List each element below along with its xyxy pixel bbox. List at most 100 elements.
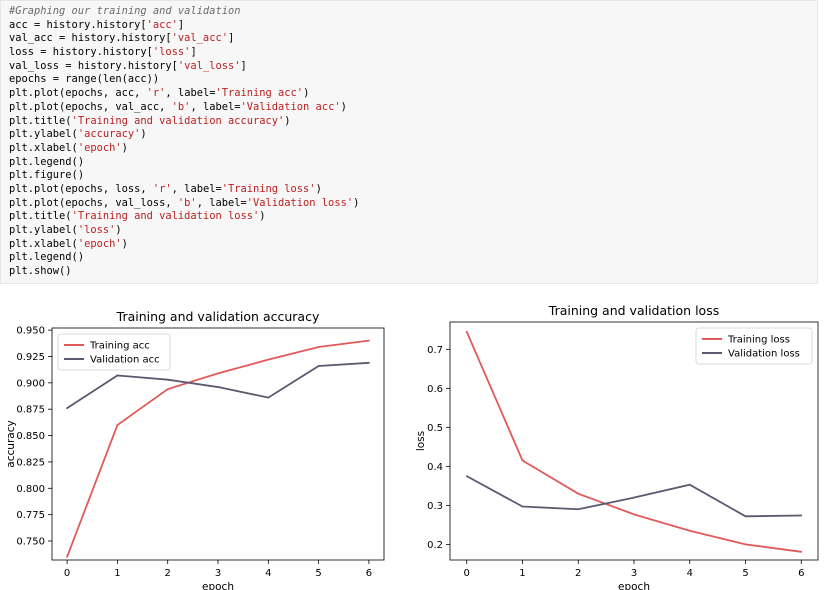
y-tick-label: 0.825 — [16, 457, 45, 468]
code-token: val_acc = history.history[ — [9, 32, 172, 45]
code-token: ] — [240, 59, 247, 72]
code-token: plt.plot(epochs, loss, — [9, 182, 153, 195]
y-tick-label: 0.2 — [427, 540, 443, 551]
y-tick-label: 0.875 — [16, 405, 45, 416]
x-tick-label: 6 — [366, 568, 372, 579]
legend: Training acc Validation acc — [57, 333, 171, 371]
y-tick-label: 0.6 — [427, 384, 443, 395]
code-token: plt.plot(epochs, val_acc, — [9, 100, 172, 113]
code-line: plt.title('Training and validation loss'… — [9, 210, 809, 224]
data-point — [744, 515, 747, 518]
data-point — [267, 358, 270, 361]
code-string: 'acc' — [146, 18, 178, 31]
code-lines: #Graphing our training and validation acc… — [9, 5, 809, 279]
y-tick-label: 0.775 — [16, 510, 45, 521]
code-line: acc = history.history['acc'] — [9, 19, 809, 33]
data-point — [800, 550, 803, 553]
legend: Training loss Validation loss — [695, 327, 813, 365]
data-point — [217, 372, 219, 375]
accuracy-chart-svg: Training and validation accuracy 0 1 2 3 4 5 6 0… — [5, 309, 385, 590]
data-point — [688, 483, 691, 486]
y-tick-label: 0.7 — [427, 345, 443, 356]
y-tick-label: 0.800 — [16, 484, 45, 495]
code-line: plt.show() — [9, 265, 809, 279]
code-string: 'Validation loss' — [246, 196, 354, 209]
x-tick-label: 4 — [265, 568, 271, 579]
code-token: ] — [190, 46, 197, 59]
code-line: plt.plot(epochs, loss, 'r', label='Train… — [9, 183, 809, 197]
code-token: plt.xlabel( — [9, 141, 78, 154]
code-line: val_loss = history.history['val_loss'] — [9, 60, 809, 74]
x-tick-label: 5 — [742, 568, 748, 579]
code-line: loss = history.history['loss'] — [9, 46, 809, 60]
code-token: ) — [140, 128, 147, 141]
data-point — [317, 346, 320, 348]
y-tick-label: 0.950 — [16, 326, 45, 337]
chart-title: Training and validation accuracy — [116, 309, 320, 324]
data-point — [217, 386, 219, 388]
y-tick-label: 0.850 — [16, 431, 45, 442]
code-string: 'b' — [171, 100, 191, 113]
chart-title: Training and validation loss — [548, 303, 719, 318]
x-tick-label: 0 — [464, 568, 470, 579]
data-point — [368, 361, 370, 364]
code-cell[interactable]: #Graphing our training and validation acc… — [0, 0, 818, 284]
data-point — [577, 508, 580, 511]
code-string: 'epoch' — [77, 237, 122, 250]
code-token: plt.xlabel( — [9, 237, 78, 250]
code-string: 'accuracy' — [77, 128, 141, 141]
y-tick-label: 0.925 — [16, 352, 45, 363]
code-token: plt.figure() — [9, 169, 85, 182]
legend-entry: Validation acc — [90, 355, 160, 366]
code-token: ) — [121, 237, 128, 250]
code-token: ) — [284, 114, 291, 127]
accuracy-chart: Training and validation accuracy 0 1 2 3 4 5 6 0… — [0, 296, 400, 590]
code-token: , label= — [190, 100, 241, 113]
code-string: 'r' — [146, 87, 166, 100]
y-axis-label: accuracy — [5, 420, 17, 467]
data-point — [633, 513, 635, 516]
x-tick-label: 0 — [64, 568, 70, 579]
x-tick-label: 2 — [575, 568, 581, 579]
x-tick-label: 2 — [165, 568, 171, 579]
code-token: , label= — [196, 196, 247, 209]
code-string: 'r' — [152, 182, 172, 195]
code-string: 'val_acc' — [171, 32, 228, 45]
code-token: plt.title( — [9, 210, 72, 223]
data-point — [577, 492, 580, 495]
code-token: , label= — [165, 87, 216, 100]
code-token: plt.title( — [9, 114, 72, 127]
code-token: val_loss = history.history[ — [9, 59, 178, 72]
code-line: plt.plot(epochs, val_loss, 'b', label='V… — [9, 197, 809, 211]
code-string: 'Validation acc' — [240, 100, 341, 113]
code-line: plt.ylabel('loss') — [9, 224, 809, 238]
code-string: 'epoch' — [77, 141, 122, 154]
x-axis-label: epoch — [202, 581, 234, 590]
code-string: 'Training and validation accuracy' — [71, 114, 285, 127]
data-point — [368, 339, 370, 342]
data-point — [66, 407, 68, 410]
series-line-validation-loss — [466, 475, 802, 518]
code-line: plt.xlabel('epoch') — [9, 142, 809, 156]
data-point — [116, 374, 119, 377]
code-line: plt.ylabel('accuracy') — [9, 128, 809, 142]
code-token: plt.legend() — [9, 251, 85, 264]
legend-entry: Validation loss — [728, 349, 800, 360]
data-point — [800, 514, 803, 517]
code-line: plt.xlabel('epoch') — [9, 238, 809, 252]
code-token: ) — [353, 196, 360, 209]
x-tick-label: 1 — [519, 568, 525, 579]
code-token: ) — [121, 141, 128, 154]
legend-box — [57, 333, 171, 371]
code-string: 'Training acc' — [215, 87, 304, 100]
data-point — [317, 365, 320, 367]
data-point — [744, 543, 747, 546]
data-point — [166, 378, 169, 381]
code-string: 'loss' — [77, 224, 116, 236]
data-point — [521, 505, 524, 508]
code-string: 'Training loss' — [221, 182, 316, 195]
y-tick-label: 0.4 — [427, 462, 443, 473]
code-line: plt.figure() — [9, 169, 809, 183]
data-point — [166, 388, 169, 391]
loss-chart: Training and validation loss 0 1 2 3 4 5 6 0.2 0.… — [410, 296, 824, 590]
